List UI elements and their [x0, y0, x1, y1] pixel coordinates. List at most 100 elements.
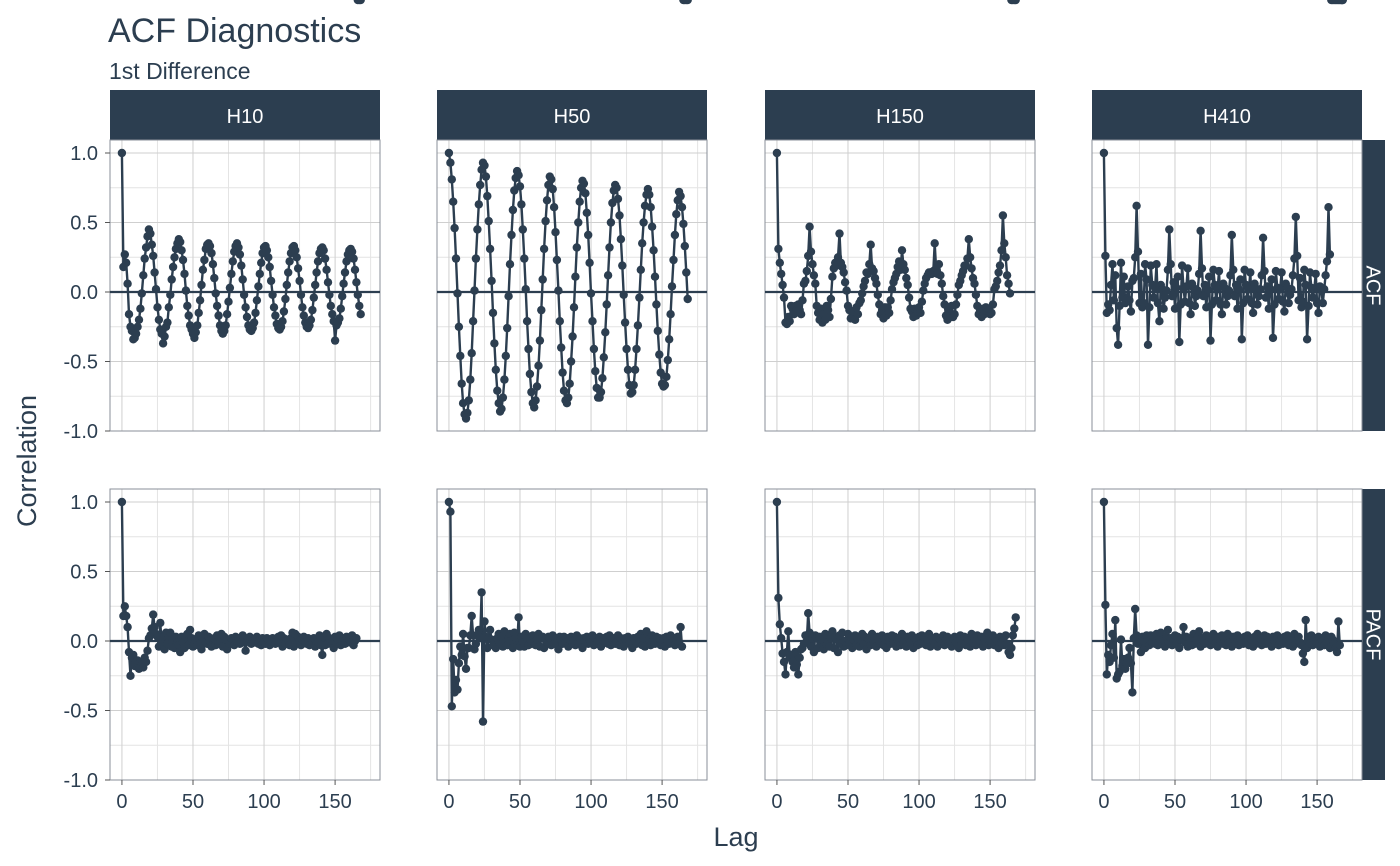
data-point	[531, 396, 540, 405]
data-point	[507, 230, 516, 240]
data-point	[208, 260, 218, 269]
data-point	[772, 497, 782, 507]
data-point	[185, 625, 195, 635]
data-point	[524, 344, 533, 354]
data-point	[1125, 643, 1134, 653]
data-point	[1183, 264, 1193, 273]
data-point	[1229, 265, 1238, 274]
data-point	[633, 321, 643, 330]
data-point	[1258, 233, 1268, 242]
series-acf-h10	[117, 148, 365, 348]
data-point	[1101, 600, 1110, 610]
data-point	[122, 258, 131, 267]
data-point	[1318, 298, 1328, 308]
data-point	[588, 317, 597, 326]
data-point	[463, 408, 472, 418]
data-point	[535, 336, 545, 345]
data-point	[1143, 340, 1153, 349]
data-point	[1145, 303, 1154, 312]
data-point	[537, 305, 546, 315]
data-point	[264, 253, 273, 262]
data-point	[1129, 273, 1139, 283]
data-point	[1321, 271, 1330, 280]
data-point	[485, 625, 495, 635]
data-point	[451, 675, 461, 685]
data-point	[554, 286, 563, 295]
data-point	[120, 250, 129, 259]
data-point	[147, 240, 156, 249]
data-point	[1116, 635, 1126, 644]
data-point	[1099, 148, 1109, 158]
data-point	[181, 286, 191, 295]
data-point	[1106, 280, 1116, 290]
data-point	[1277, 268, 1286, 277]
data-point	[454, 322, 464, 331]
data-point	[666, 310, 675, 319]
data-point	[458, 629, 468, 639]
data-point	[993, 276, 1002, 286]
data-point	[207, 248, 216, 258]
data-point	[669, 255, 678, 265]
data-point	[291, 246, 300, 255]
data-point	[447, 175, 456, 184]
data-point	[271, 311, 280, 320]
data-point	[1133, 247, 1143, 256]
data-point	[241, 303, 250, 312]
data-point	[308, 305, 317, 315]
data-point	[988, 300, 998, 309]
data-point	[589, 344, 599, 354]
data-point	[151, 285, 161, 294]
data-point	[555, 317, 564, 326]
data-point	[598, 374, 607, 383]
x-tick-label: 150	[973, 791, 1006, 813]
strip-h10	[110, 90, 380, 140]
data-point	[858, 289, 867, 298]
data-point	[140, 254, 149, 263]
data-point	[224, 297, 233, 306]
data-point	[558, 368, 567, 377]
data-point	[1204, 272, 1214, 281]
data-point	[136, 304, 145, 313]
data-point	[549, 203, 559, 212]
data-point	[237, 261, 246, 270]
data-point	[1197, 264, 1207, 273]
data-point	[222, 310, 232, 319]
data-point	[347, 247, 357, 256]
data-point	[840, 278, 850, 287]
data-point	[501, 351, 510, 361]
data-point	[149, 251, 158, 261]
data-point	[1203, 285, 1212, 294]
data-point	[866, 240, 875, 249]
data-point	[312, 268, 321, 277]
data-point	[811, 279, 820, 288]
data-point	[205, 241, 215, 251]
data-point	[833, 647, 843, 657]
data-point	[835, 229, 844, 238]
data-point	[311, 280, 320, 290]
data-point	[615, 211, 624, 220]
data-point	[1126, 307, 1136, 316]
data-point	[794, 670, 803, 679]
data-point	[1128, 688, 1137, 697]
data-point	[1338, 0, 1347, 5]
data-point	[262, 246, 272, 255]
data-point	[508, 205, 518, 215]
series-acf-h410	[1099, 0, 1347, 349]
data-point	[897, 246, 907, 255]
data-point	[467, 349, 476, 358]
data-point	[665, 335, 674, 344]
data-point	[1004, 279, 1013, 288]
data-point	[1288, 271, 1298, 280]
data-point	[484, 216, 493, 226]
data-point	[1001, 253, 1010, 262]
data-point	[122, 611, 131, 621]
data-point	[584, 230, 593, 240]
data-point	[1112, 323, 1121, 333]
data-point	[1320, 285, 1329, 294]
data-point	[1233, 304, 1242, 313]
data-point	[227, 269, 236, 279]
data-point	[468, 317, 478, 326]
x-tick-label: 50	[509, 791, 531, 813]
data-point	[1109, 296, 1119, 305]
data-point	[823, 305, 833, 315]
